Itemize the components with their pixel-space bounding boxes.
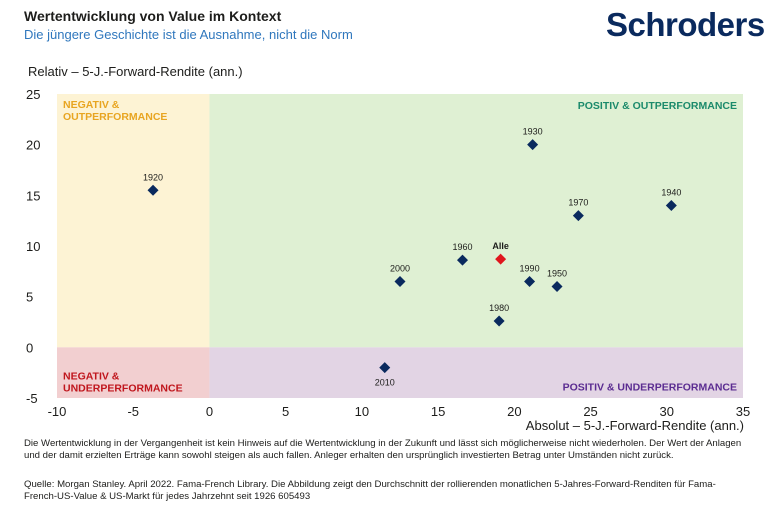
data-label-1990: 1990 (520, 263, 540, 273)
disclaimer-text: Die Wertentwicklung in der Vergangenheit… (24, 438, 742, 461)
data-label-2010: 2010 (375, 378, 395, 388)
x-axis-label: Absolut – 5-J.-Forward-Rendite (ann.) (525, 418, 744, 433)
quadrant-label-positive-underperformance-line-1: POSITIV & UNDERPERFORMANCE (563, 381, 737, 393)
y-tick-label: 5 (26, 290, 33, 305)
data-point-1960 (457, 254, 469, 266)
x-tick-label: 20 (507, 404, 521, 419)
data-label-1960: 1960 (452, 242, 472, 252)
x-tick-label: -5 (127, 404, 139, 419)
data-label-2000: 2000 (390, 263, 410, 273)
data-label-1940: 1940 (661, 187, 681, 197)
data-label-alle: Alle (492, 241, 509, 251)
data-point-1950 (551, 281, 563, 293)
data-point-1990 (524, 275, 536, 287)
chart-title: Wertentwicklung von Value im Kontext (24, 8, 282, 24)
data-point-1940 (665, 199, 677, 211)
quadrant-label-negative-outperformance-line-1: NEGATIV & (63, 99, 120, 111)
data-label-1930: 1930 (523, 127, 543, 137)
data-point-2010 (379, 362, 391, 374)
x-tick-label: 0 (206, 404, 213, 419)
data-label-1970: 1970 (568, 198, 588, 208)
y-tick-label: 20 (26, 138, 40, 153)
y-tick-label: 15 (26, 188, 40, 203)
y-tick-label: 0 (26, 340, 33, 355)
x-tick-label: 25 (583, 404, 597, 419)
quadrant-label-negative-underperformance-line-2: UNDERPERFORMANCE (63, 382, 183, 394)
brand-logo: Schroders (606, 6, 765, 43)
x-tick-label: 5 (282, 404, 289, 419)
y-axis-label: Relativ – 5-J.-Forward-Rendite (ann.) (28, 64, 243, 79)
data-label-1950: 1950 (547, 269, 567, 279)
data-label-1920: 1920 (143, 172, 163, 182)
quadrant-negative-outperformance (57, 94, 210, 348)
data-point-1970 (572, 210, 584, 222)
data-point-1920 (147, 184, 159, 196)
data-point-1980 (493, 315, 505, 327)
data-label-1980: 1980 (489, 303, 509, 313)
quadrant-label-negative-underperformance-line-1: NEGATIV & (63, 370, 120, 382)
x-tick-label: 35 (736, 404, 750, 419)
quadrant-positive-outperformance (209, 94, 743, 348)
quadrant-label-negative-outperformance-line-2: OUTPERFORMANCE (63, 111, 167, 123)
quadrant-negative-underperformance (57, 347, 210, 398)
data-point-alle (495, 253, 507, 265)
data-point-1930 (527, 139, 539, 151)
x-tick-label: 30 (660, 404, 674, 419)
x-tick-label: 10 (355, 404, 369, 419)
y-tick-label: 25 (26, 87, 40, 102)
data-point-2000 (394, 275, 406, 287)
y-tick-label: 10 (26, 239, 40, 254)
chart-subtitle: Die jüngere Geschichte ist die Ausnahme,… (24, 27, 353, 42)
x-tick-label: 15 (431, 404, 445, 419)
quadrant-label-positive-outperformance-line-1: POSITIV & OUTPERFORMANCE (578, 100, 737, 112)
quadrant-positive-underperformance (209, 347, 743, 398)
y-tick-label: -5 (26, 391, 38, 406)
x-tick-label: -10 (48, 404, 67, 419)
source-note: Quelle: Morgan Stanley. April 2022. Fama… (24, 479, 716, 502)
